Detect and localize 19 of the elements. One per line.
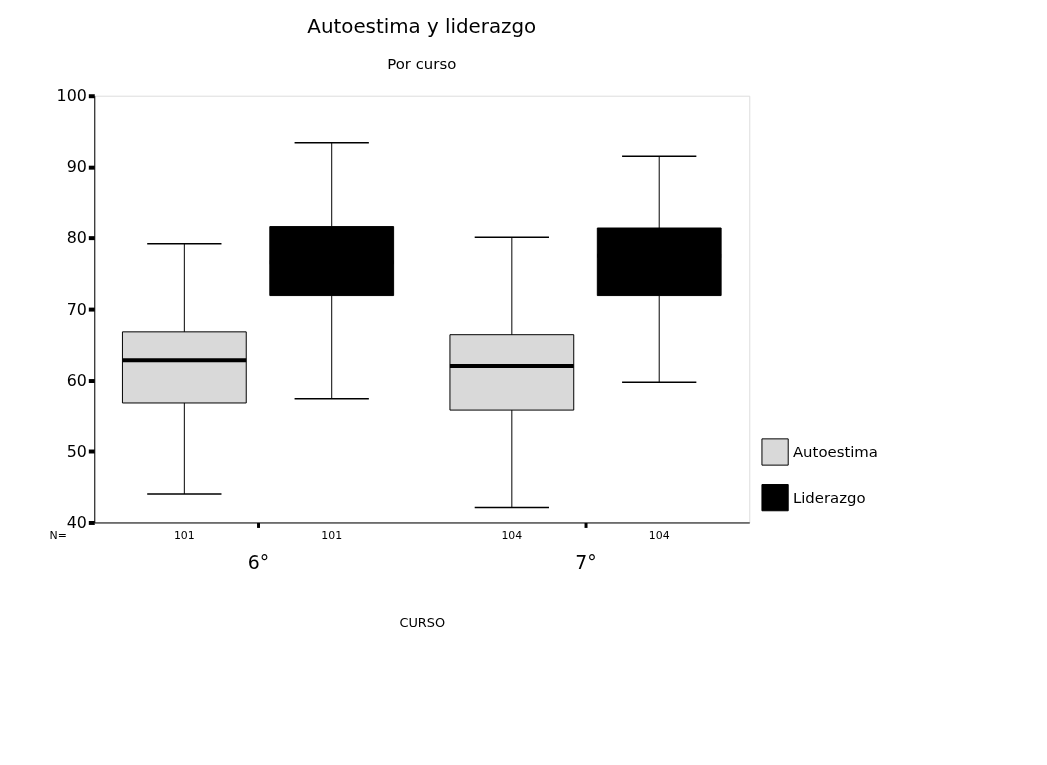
text: 104 (648, 529, 670, 543)
text: 101 (173, 529, 195, 543)
x-tick-label: 7° (575, 551, 597, 573)
y-tick-label: 80 (66, 228, 87, 248)
x-tick-label: 6° (247, 551, 270, 573)
y-tick-label: 60 (66, 370, 87, 390)
y-tick-label: 100 (56, 86, 87, 106)
y-tick-label: 40 (66, 512, 87, 532)
y-tick-label: 70 (66, 299, 87, 319)
y-tick-label: 50 (66, 441, 87, 461)
chart-title: Autoestima y liderazgo (307, 15, 537, 39)
text: 101 (321, 529, 343, 543)
y-tick-label: 90 (66, 157, 87, 177)
text: 104 (501, 529, 523, 543)
legend-label: Autoestima (792, 442, 878, 461)
text: N= (49, 529, 67, 543)
chart-subtitle: Por curso (387, 54, 457, 73)
x-axis-title: CURSO (399, 615, 446, 631)
legend-label: Liderazgo (792, 488, 866, 507)
